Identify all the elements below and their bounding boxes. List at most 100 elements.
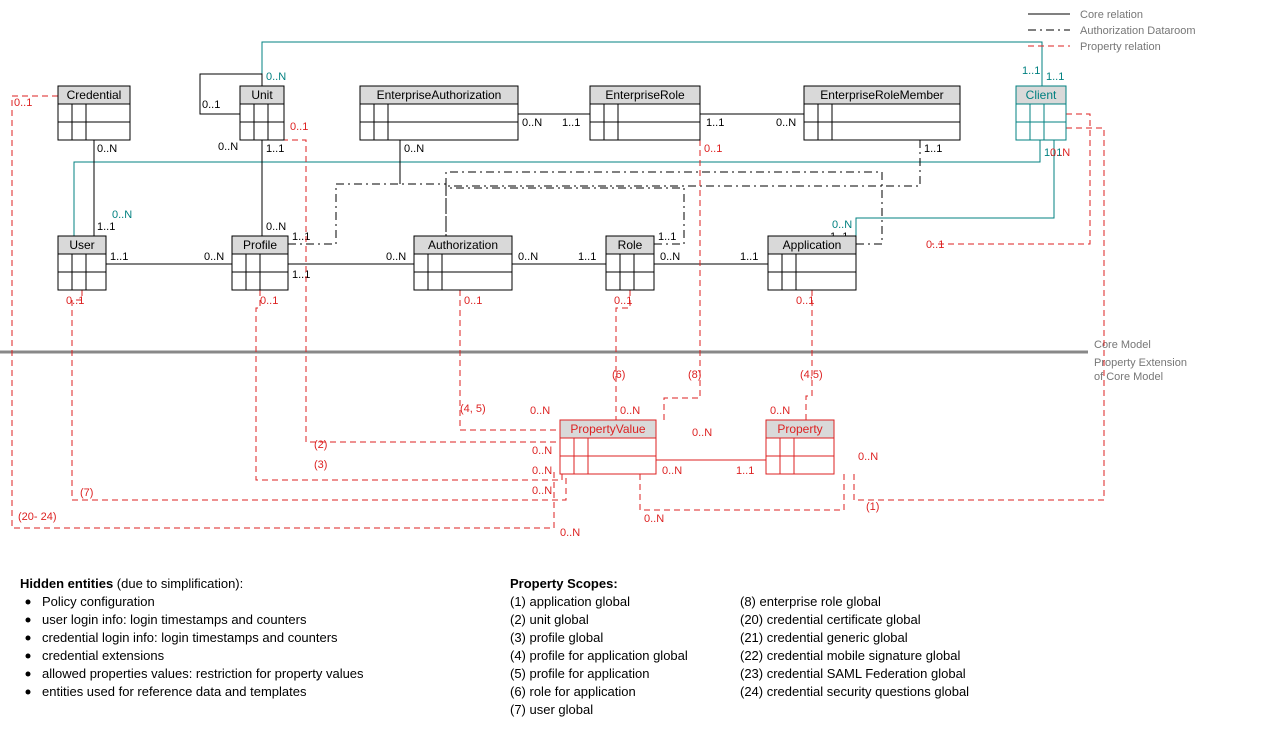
- authdr-edge-0: [288, 184, 446, 244]
- cardinality-label: 0..N: [266, 71, 286, 83]
- property-scope-c1-1: (2) unit global: [510, 612, 589, 627]
- hidden-entities-item-1: user login info: login timestamps and co…: [42, 612, 307, 627]
- hidden-entities-title: Hidden entities (due to simplification):: [20, 576, 243, 591]
- cardinality-label: 0..N: [97, 143, 117, 155]
- red-edge-2: [12, 96, 554, 528]
- cardinality-label: 0..1: [202, 99, 220, 111]
- bullet-icon: [26, 636, 31, 641]
- red-edge-1: [854, 128, 1104, 500]
- cardinality-label: 1..1: [736, 465, 754, 477]
- cardinality-label: 1..1: [266, 143, 284, 155]
- hidden-entities-item-4: allowed properties values: restriction f…: [42, 666, 364, 681]
- cardinality-label: 0..N: [776, 117, 796, 129]
- entity-ent_role_member-title: EnterpriseRoleMember: [820, 88, 943, 102]
- hidden-entities-item-3: credential extensions: [42, 648, 165, 663]
- cardinality-label: (8): [688, 369, 701, 381]
- cardinality-label: 0..N: [662, 465, 682, 477]
- cardinality-label: 0..N: [770, 405, 790, 417]
- cardinality-label: 1..1: [924, 143, 942, 155]
- entity-application-title: Application: [783, 238, 842, 252]
- entity-ent_auth-title: EnterpriseAuthorization: [377, 88, 502, 102]
- bullet-icon: [26, 600, 31, 605]
- entity-user-title: User: [69, 238, 94, 252]
- property-scope-c1-0: (1) application global: [510, 594, 630, 609]
- property-scope-c1-2: (3) profile global: [510, 630, 603, 645]
- red-edge-4: [256, 290, 562, 480]
- cardinality-label: 1..1: [292, 269, 310, 281]
- bullet-icon: [26, 654, 31, 659]
- property-scope-c2-1: (20) credential certificate global: [740, 612, 921, 627]
- bullet-icon: [26, 690, 31, 695]
- cardinality-label: (4,5): [800, 369, 823, 381]
- property-scope-c2-5: (24) credential security questions globa…: [740, 684, 969, 699]
- cardinality-label: (20- 24): [18, 511, 57, 523]
- cardinality-label: 0..1: [14, 97, 32, 109]
- cardinality-label: 1..1: [1022, 65, 1040, 77]
- cardinality-label: 0..N: [112, 209, 132, 221]
- cardinality-label: 0..1: [464, 295, 482, 307]
- cardinality-label: 0..N: [832, 219, 852, 231]
- cardinality-label: 0..N: [532, 485, 552, 497]
- entity-property-title: Property: [777, 422, 822, 436]
- cardinality-label: 0..N: [518, 251, 538, 263]
- bullet-icon: [26, 618, 31, 623]
- property-scope-c2-0: (8) enterprise role global: [740, 594, 881, 609]
- entity-client-title: Client: [1026, 88, 1057, 102]
- cardinality-label: 1..1: [658, 231, 676, 243]
- property-scope-c2-2: (21) credential generic global: [740, 630, 908, 645]
- cardinality-label: 0..1: [290, 121, 308, 133]
- teal-edge-2: [856, 140, 1054, 236]
- cardinality-label: 0..1: [614, 295, 632, 307]
- legend-label-2: Property relation: [1080, 41, 1161, 53]
- cardinality-label: 0..N: [404, 143, 424, 155]
- entity-ent_role-title: EnterpriseRole: [605, 88, 685, 102]
- cardinality-label: 1..1: [740, 251, 758, 263]
- cardinality-label: 0..N: [530, 405, 550, 417]
- cardinality-label: 0..N: [660, 251, 680, 263]
- red-edge-10: [640, 474, 844, 510]
- cardinality-label: 0..N: [266, 221, 286, 233]
- er-diagram: Core ModelProperty Extensionof Core Mode…: [0, 0, 1268, 737]
- cardinality-label: 1..1: [706, 117, 724, 129]
- entity-authorization-title: Authorization: [428, 238, 498, 252]
- cardinality-label: 0..N: [858, 451, 878, 463]
- cardinality-label: 0..N: [532, 465, 552, 477]
- authdr-edge-3: [448, 140, 920, 186]
- teal-edge-1: [74, 140, 1040, 248]
- cardinality-label: (4, 5): [460, 403, 486, 415]
- entity-unit-title: Unit: [251, 88, 273, 102]
- entity-profile-title: Profile: [243, 238, 277, 252]
- cardinality-label: (6): [612, 369, 625, 381]
- cardinality-label: 0..N: [522, 117, 542, 129]
- cardinality-label: 0..N: [532, 445, 552, 457]
- cardinality-label: 1..1: [292, 231, 310, 243]
- red-edge-5: [282, 140, 564, 460]
- entity-credential-title: Credential: [67, 88, 122, 102]
- cardinality-label: 0..N: [1050, 147, 1070, 159]
- property-scope-c1-6: (7) user global: [510, 702, 593, 717]
- cardinality-label: (1): [866, 501, 879, 513]
- cardinality-label: 0..1: [796, 295, 814, 307]
- property-scope-c2-3: (22) credential mobile signature global: [740, 648, 961, 663]
- cardinality-label: 1..1: [97, 221, 115, 233]
- cardinality-label: (3): [314, 459, 327, 471]
- hidden-entities-item-5: entities used for reference data and tem…: [42, 684, 307, 699]
- cardinality-label: 0..N: [692, 427, 712, 439]
- legend-label-0: Core relation: [1080, 9, 1143, 21]
- entity-property_value-title: PropertyValue: [570, 422, 645, 436]
- legend-label-1: Authorization Dataroom: [1080, 25, 1196, 37]
- hidden-entities-item-0: Policy configuration: [42, 594, 155, 609]
- cardinality-label: 1..1: [578, 251, 596, 263]
- cardinality-label: 0..N: [560, 527, 580, 539]
- property-scope-c2-4: (23) credential SAML Federation global: [740, 666, 966, 681]
- property-scope-c1-3: (4) profile for application global: [510, 648, 688, 663]
- cardinality-label: 1..1: [1046, 71, 1064, 83]
- cardinality-label: 0..1: [704, 143, 722, 155]
- red-edge-7: [616, 290, 630, 420]
- cardinality-label: (2): [314, 439, 327, 451]
- entity-role-title: Role: [618, 238, 643, 252]
- cardinality-label: 0..N: [218, 141, 238, 153]
- divider-label-bot1: Property Extension: [1094, 357, 1187, 369]
- cardinality-label: 0..N: [620, 405, 640, 417]
- cardinality-label: 0..N: [644, 513, 664, 525]
